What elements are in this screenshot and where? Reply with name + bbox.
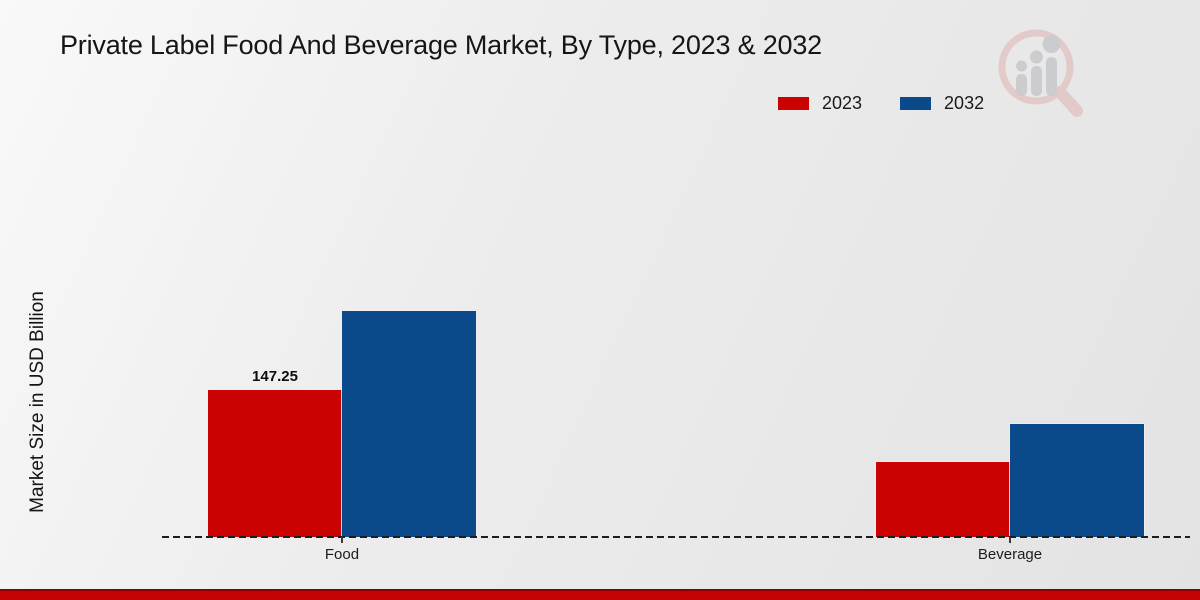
legend-swatch-2032 bbox=[900, 97, 932, 110]
bar-beverage-2023 bbox=[876, 462, 1010, 537]
x-axis-baseline bbox=[162, 536, 1190, 538]
category-label-beverage: Beverage bbox=[977, 546, 1043, 563]
x-axis-tick bbox=[1009, 537, 1011, 543]
magnifier-bar-chart-logo bbox=[998, 29, 1083, 117]
chart-title: Private Label Food And Beverage Market, … bbox=[60, 30, 822, 60]
legend-item-2023: 2023 bbox=[778, 93, 862, 114]
legend: 2023 2032 bbox=[778, 93, 984, 114]
footer-accent-bar bbox=[0, 589, 1200, 600]
legend-label-2032: 2032 bbox=[944, 93, 985, 113]
legend-swatch-2023 bbox=[778, 97, 809, 110]
legend-item-2032: 2032 bbox=[900, 93, 984, 114]
category-label-food: Food bbox=[324, 546, 360, 563]
legend-label-2023: 2023 bbox=[822, 93, 863, 113]
x-axis-tick bbox=[341, 537, 343, 543]
bar-food-2023 bbox=[208, 390, 342, 537]
bar-food-2032 bbox=[342, 311, 476, 537]
bar-value-label: 147.25 bbox=[252, 368, 298, 385]
bar-beverage-2032 bbox=[1010, 424, 1144, 537]
